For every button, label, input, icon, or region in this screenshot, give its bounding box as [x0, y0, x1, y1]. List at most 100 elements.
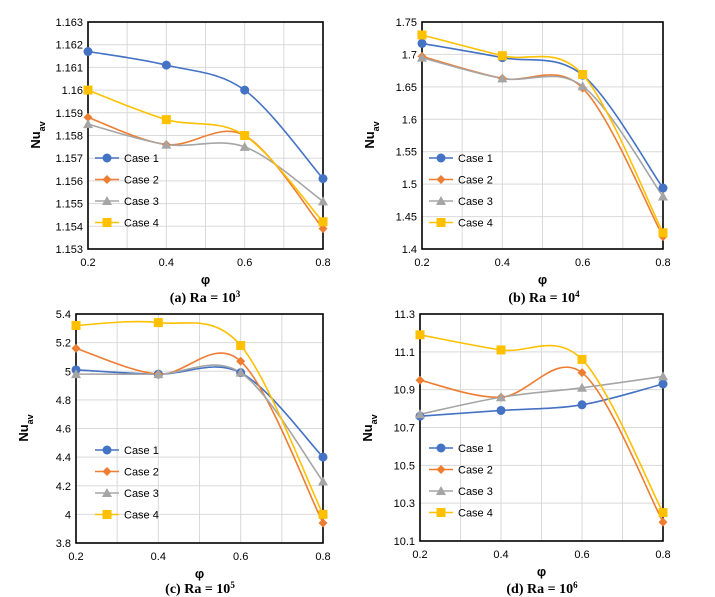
y-tick-label: 1.161: [55, 62, 83, 74]
legend-label-case-2: Case 2: [124, 175, 159, 187]
series-line-case-4: [87, 89, 324, 223]
data-point-case-4: [578, 70, 588, 80]
data-point-case-4: [240, 131, 250, 140]
legend-label-case-2: Case 2: [458, 465, 493, 477]
data-point-case-1: [417, 38, 427, 48]
y-tick-label: 1.6: [402, 114, 417, 126]
chart-panel-d: 10.1 10.3 10.5 10.7 10.9 11.1 11.3 0.2 0.4 0.6 0.8…: [360, 309, 671, 597]
y-tick-label: 5: [65, 366, 71, 378]
y-tick-label: 1.7: [402, 49, 417, 61]
data-point-case-3: [497, 73, 508, 83]
data-point-case-4: [83, 85, 93, 95]
y-tick-label: 1.4: [402, 244, 417, 256]
legend-marker-case-3: [436, 196, 446, 205]
x-tick-label: 0.8: [655, 257, 670, 269]
data-point-case-4: [658, 508, 668, 518]
legend-label-case-4: Case 4: [458, 218, 493, 230]
x-tick-label: 0.8: [315, 257, 330, 269]
legend: Case 1 Case 2 Case 3 Case 4: [429, 153, 493, 230]
legend-marker-case-3: [436, 486, 446, 495]
x-tick-label: 0.4: [151, 551, 166, 563]
legend-marker-case-3: [102, 196, 112, 205]
y-tick-label: 4.6: [56, 424, 71, 436]
series-line-case-3: [87, 123, 324, 202]
x-tick-label: 0.6: [575, 257, 590, 269]
data-point-case-4: [318, 509, 328, 519]
data-point-case-1: [83, 47, 93, 57]
data-point-case-4: [577, 354, 587, 364]
y-tick-label: 1.65: [396, 82, 417, 94]
series-line-case-4: [419, 334, 664, 513]
legend-marker-case-4: [436, 508, 446, 517]
y-tick-label: 1.45: [396, 212, 417, 224]
data-point-case-1: [577, 400, 587, 410]
data-point-case-4: [71, 320, 81, 330]
data-point-case-4: [153, 318, 163, 328]
legend-label-case-1: Case 1: [124, 445, 159, 457]
legend-marker-case-4: [102, 510, 112, 519]
x-tick-label: 0.4: [159, 257, 174, 269]
x-axis-title: φ: [538, 272, 547, 287]
data-point-case-3: [658, 371, 668, 381]
series-line-case-1: [419, 383, 664, 417]
y-tick-label: 1.162: [55, 40, 83, 52]
data-point-case-3: [415, 409, 425, 419]
y-tick-label: 4.2: [56, 481, 71, 493]
y-tick-label: 10.1: [394, 536, 415, 548]
plot-frame: [87, 21, 324, 250]
data-point-case-1: [161, 60, 171, 70]
legend-label-case-1: Case 1: [458, 443, 493, 455]
data-point-case-2: [83, 112, 93, 122]
data-point-case-2: [318, 224, 328, 234]
x-tick-label: 0.6: [237, 257, 252, 269]
data-point-case-1: [658, 183, 668, 193]
x-tick-label: 0.2: [414, 257, 429, 269]
x-tick-label: 0.8: [655, 549, 670, 561]
y-tick-label: 1.155: [55, 199, 83, 211]
data-point-case-1: [240, 85, 250, 95]
data-point-case-3: [83, 119, 93, 129]
panel-caption: (c) Ra = 105: [165, 580, 235, 597]
legend-marker-case-3: [102, 488, 112, 497]
series-line-case-2: [419, 366, 664, 523]
legend-marker-case-2: [436, 465, 446, 474]
chart-panel-b: 1.4 1.45 1.5 1.55 1.6 1.65 1.7 1.75 0.2 0.4 0.6 0.8…: [362, 17, 671, 306]
data-point-case-3: [239, 141, 250, 151]
data-point-case-3: [71, 369, 81, 379]
data-point-case-2: [318, 518, 328, 528]
data-point-case-3: [496, 392, 506, 402]
y-tick-label: 1.159: [55, 108, 83, 120]
x-axis-title: φ: [195, 566, 204, 581]
y-tick-label: 10.9: [394, 385, 415, 397]
y-tick-label: 1.5: [402, 179, 417, 191]
legend-label-case-1: Case 1: [124, 153, 159, 165]
data-point-case-4: [496, 345, 506, 355]
legend-label-case-4: Case 4: [124, 218, 159, 230]
y-tick-label: 1.156: [55, 176, 83, 188]
data-point-case-4: [658, 228, 668, 238]
legend-label-case-4: Case 4: [458, 508, 493, 520]
data-point-case-4: [161, 115, 171, 125]
y-tick-label: 1.55: [396, 147, 417, 159]
x-tick-label: 0.2: [68, 551, 83, 563]
data-point-case-4: [417, 30, 427, 40]
plot-frame: [421, 21, 664, 250]
data-point-case-4: [318, 217, 328, 227]
data-point-case-3: [318, 476, 328, 486]
legend-marker-case-1: [436, 443, 446, 453]
x-tick-label: 0.4: [493, 549, 508, 561]
data-point-case-2: [236, 356, 246, 366]
y-tick-label: 4.4: [56, 452, 71, 464]
plot-frame: [419, 313, 664, 542]
legend: Case 1 Case 2 Case 3 Case 4: [95, 445, 159, 522]
y-tick-label: 5.2: [56, 338, 71, 350]
series-line-case-1: [421, 42, 664, 189]
data-point-case-3: [417, 52, 427, 62]
series-line-case-1: [75, 366, 324, 458]
y-axis-title: Nuav: [16, 414, 35, 441]
panel-caption: (d) Ra = 106: [506, 580, 578, 597]
y-tick-label: 4.8: [56, 395, 71, 407]
legend: Case 1 Case 2 Case 3 Case 4: [429, 443, 493, 520]
legend-marker-case-2: [436, 175, 446, 184]
